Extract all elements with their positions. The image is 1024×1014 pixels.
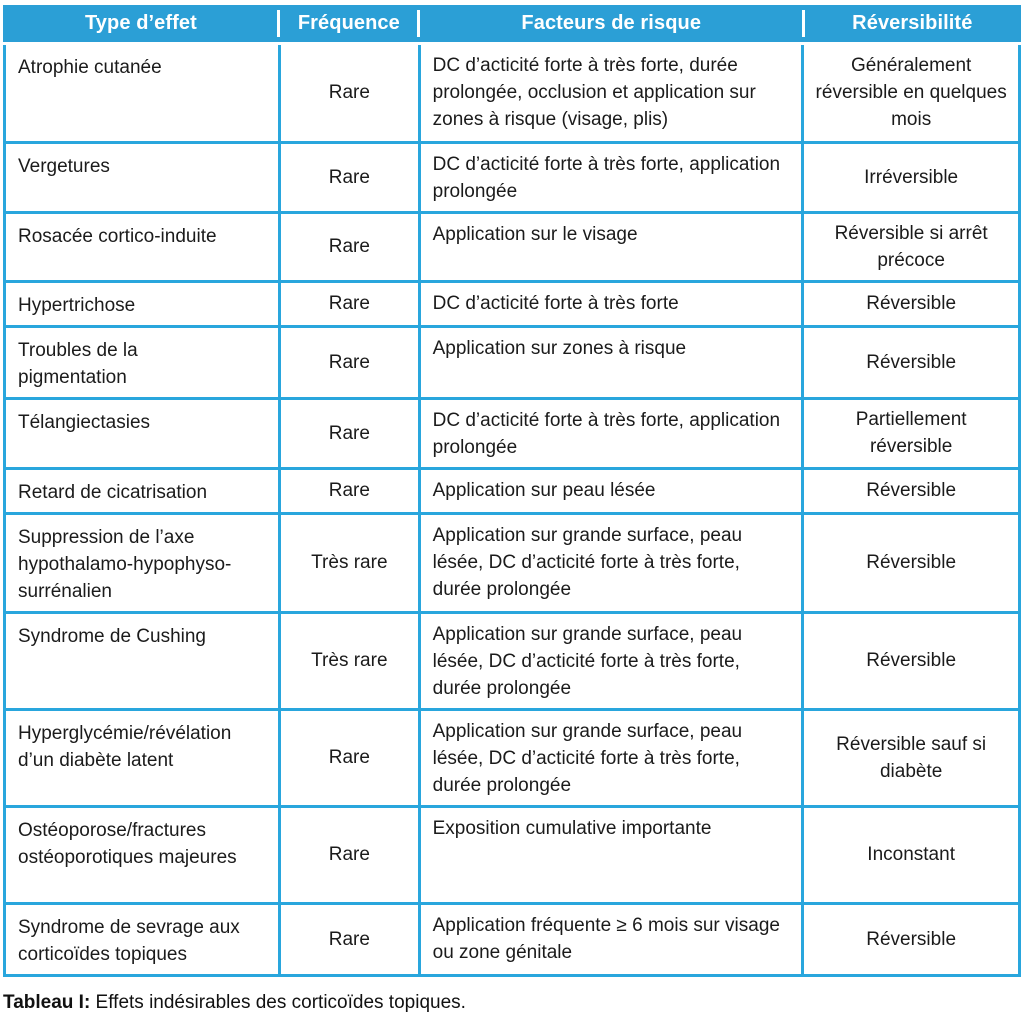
cell-risk-factors: Application sur grande surface, peau lés… <box>417 707 805 808</box>
cell-effect-type: Vergetures <box>2 140 282 214</box>
cell-effect-type: Syndrome de sevrage aux corticoïdes topi… <box>2 901 282 977</box>
caption-text: Effets indésirables des corticoïdes topi… <box>90 991 466 1013</box>
cell-risk-factors: Exposition cumulative importante <box>417 804 805 905</box>
table-row: Hypertrichose Rare DC d’acticité forte à… <box>2 279 1021 328</box>
cell-effect-type: Troubles de la pigmentation <box>2 324 282 400</box>
cell-risk-factors: Application sur grande surface, peau lés… <box>417 610 805 711</box>
caption-label: Tableau I: <box>3 991 91 1013</box>
table-row: Suppression de l’axe hypothalamo-hypophy… <box>2 511 1021 614</box>
cell-reversibility: Réversible <box>801 610 1021 711</box>
cell-frequency: Rare <box>278 901 421 977</box>
table-row: Atrophie cutanée Rare DC d’acticité fort… <box>2 45 1021 144</box>
cell-risk-factors: Application sur grande surface, peau lés… <box>417 511 805 614</box>
cell-risk-factors: DC d’acticité forte à très forte, durée … <box>417 45 805 144</box>
cell-frequency: Rare <box>278 466 421 515</box>
table-caption: Tableau I: Effets indésirables des corti… <box>3 992 1021 1014</box>
cell-effect-type: Syndrome de Cushing <box>2 610 282 711</box>
header-reversibilite: Réversibilité <box>852 12 973 34</box>
table-row: Hyperglycémie/révélation d’un diabète la… <box>2 707 1021 808</box>
table-row: Ostéoporose/fractures ostéoporotiques ma… <box>2 804 1021 905</box>
header-type-effet: Type d’effet <box>3 5 281 42</box>
cell-frequency: Rare <box>278 140 421 214</box>
cell-risk-factors: DC d’acticité forte à très forte, applic… <box>417 140 805 214</box>
cell-reversibility: Réversible <box>801 511 1021 614</box>
table-row: Vergetures Rare DC d’acticité forte à tr… <box>2 140 1021 214</box>
table-row: Troubles de la pigmentation Rare Applica… <box>2 324 1021 400</box>
cell-frequency: Très rare <box>278 511 421 614</box>
effects-table: Atrophie cutanée Rare DC d’acticité fort… <box>2 45 1021 977</box>
cell-risk-factors: Application fréquente ≥ 6 mois sur visag… <box>417 901 805 977</box>
table-row: Syndrome de sevrage aux corticoïdes topi… <box>2 901 1021 977</box>
cell-risk-factors: DC d’acticité forte à très forte <box>417 279 805 328</box>
cell-effect-type: Retard de cicatrisation <box>2 466 282 515</box>
cell-reversibility: Réversible si arrêt précoce <box>801 210 1021 283</box>
table-header-row: Type d’effet Fréquence Facteurs de risqu… <box>3 5 1021 42</box>
table-row: Télangiectasies Rare DC d’acticité forte… <box>2 396 1021 470</box>
cell-effect-type: Rosacée cortico-induite <box>2 210 282 283</box>
table-row: Retard de cicatrisation Rare Application… <box>2 466 1021 515</box>
cell-effect-type: Ostéoporose/fractures ostéoporotiques ma… <box>2 804 282 905</box>
header-facteurs: Facteurs de risque <box>419 5 805 42</box>
cell-frequency: Rare <box>278 324 421 400</box>
header-frequence: Fréquence <box>279 5 421 42</box>
cell-reversibility: Partiellement réversible <box>801 396 1021 470</box>
cell-risk-factors: Application sur le visage <box>417 210 805 283</box>
cell-reversibility: Réversible <box>801 901 1021 977</box>
cell-frequency: Très rare <box>278 610 421 711</box>
cell-frequency: Rare <box>278 279 421 328</box>
cell-risk-factors: DC d’acticité forte à très forte, applic… <box>417 396 805 470</box>
cell-reversibility: Irréversible <box>801 140 1021 214</box>
cell-frequency: Rare <box>278 804 421 905</box>
cell-effect-type: Atrophie cutanée <box>2 45 282 144</box>
cell-risk-factors: Application sur zones à risque <box>417 324 805 400</box>
cell-reversibility: Réversible <box>801 466 1021 515</box>
cell-effect-type: Suppression de l’axe hypothalamo-hypophy… <box>2 511 282 614</box>
cell-risk-factors: Application sur peau lésée <box>417 466 805 515</box>
cell-effect-type: Télangiectasies <box>2 396 282 470</box>
cell-effect-type: Hypertrichose <box>2 279 282 328</box>
cell-reversibility: Réversible sauf si diabète <box>801 707 1021 808</box>
cell-reversibility: Généralement réversible en quelques mois <box>801 45 1021 144</box>
cell-effect-type: Hyperglycémie/révélation d’un diabète la… <box>2 707 282 808</box>
cell-reversibility: Inconstant <box>801 804 1021 905</box>
cell-frequency: Rare <box>278 707 421 808</box>
cell-frequency: Rare <box>278 210 421 283</box>
table-row: Syndrome de Cushing Très rare Applicatio… <box>2 610 1021 711</box>
cell-frequency: Rare <box>278 45 421 144</box>
cell-reversibility: Réversible <box>801 279 1021 328</box>
cell-frequency: Rare <box>278 396 421 470</box>
cell-reversibility: Réversible <box>801 324 1021 400</box>
table-row: Rosacée cortico-induite Rare Application… <box>2 210 1021 283</box>
